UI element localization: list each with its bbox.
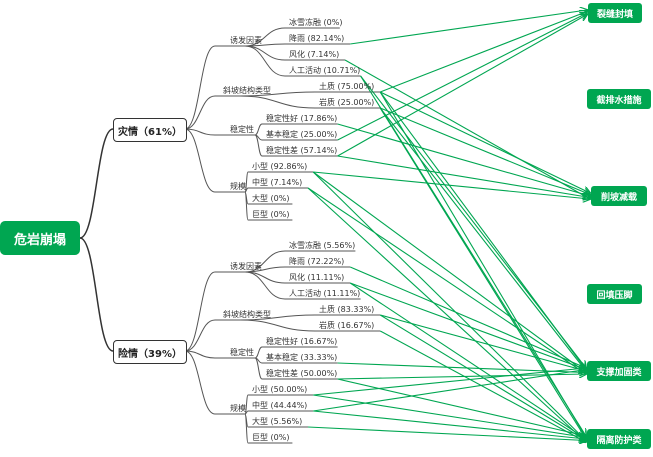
tree-connector — [239, 319, 316, 332]
leaf-node[interactable]: 巨型 (0%) — [252, 210, 290, 219]
tree-connector — [254, 346, 263, 359]
leaf-node[interactable]: 降雨 (82.14%) — [289, 34, 345, 43]
leaf-node[interactable]: 土质 (83.33%) — [319, 305, 375, 314]
target-node-6[interactable]: 隔离防护类 — [587, 429, 651, 449]
tree-connector — [244, 271, 286, 300]
root-node[interactable]: 危岩崩塌 — [0, 221, 80, 255]
leaf-node[interactable]: 冰雪冻融 (5.56%) — [289, 241, 356, 250]
tree-connector — [254, 123, 263, 136]
relation-arrow — [337, 378, 586, 436]
relation-arrow — [307, 426, 586, 441]
leaf-node[interactable]: 稳定性差 (57.14%) — [266, 146, 338, 155]
tree-connector — [184, 350, 216, 359]
relation-arrow — [379, 107, 590, 195]
target-node-2[interactable]: 截排水措施 — [587, 89, 651, 109]
relation-arrow — [337, 13, 587, 141]
category-node-A[interactable]: 灾情（61%） — [113, 118, 187, 142]
leaf-node[interactable]: 大型 (0%) — [252, 194, 290, 203]
relation-arrow — [380, 314, 586, 371]
leaf-node[interactable]: 土质 (75.00%) — [319, 82, 375, 91]
category-node-B[interactable]: 险情（39%） — [113, 340, 187, 364]
tree-connector — [184, 128, 216, 136]
relation-arrow — [312, 171, 586, 373]
relation-arrow — [313, 171, 590, 199]
leaf-node[interactable]: 人工活动 (11.11%) — [289, 289, 361, 298]
leaf-node[interactable]: 小型 (92.86%) — [252, 162, 308, 171]
tree-connector — [79, 128, 114, 239]
tree-connector — [244, 271, 286, 284]
leaf-node[interactable]: 风化 (7.14%) — [289, 50, 340, 59]
tree-connector — [184, 350, 216, 415]
relation-arrow — [349, 282, 586, 439]
relation-arrow — [313, 410, 586, 439]
tree-connector — [254, 134, 263, 157]
leaf-node[interactable]: 稳定性好 (16.67%) — [266, 337, 338, 346]
tree-connector — [184, 128, 216, 193]
leaf-node[interactable]: 岩质 (16.67%) — [319, 321, 375, 330]
leaf-node[interactable]: 降雨 (72.22%) — [289, 257, 345, 266]
tree-connector — [184, 271, 216, 352]
relation-arrow — [379, 314, 586, 441]
relation-arrow — [337, 123, 590, 196]
relation-arrow — [379, 91, 586, 438]
tree-connector — [244, 413, 249, 444]
target-node-5[interactable]: 支撑加固类 — [587, 361, 651, 381]
relation-arrow — [379, 107, 586, 371]
relation-arrow — [350, 10, 587, 45]
group-label: 稳定性 — [230, 348, 254, 357]
relation-arrow — [379, 330, 586, 442]
leaf-node[interactable]: 稳定性差 (50.00%) — [266, 369, 338, 378]
relation-arrow — [337, 15, 587, 157]
relation-arrow — [379, 91, 590, 193]
target-node-4[interactable]: 回填压脚 — [587, 284, 642, 304]
tree-connector — [244, 45, 286, 77]
leaf-node[interactable]: 大型 (5.56%) — [252, 417, 303, 426]
leaf-node[interactable]: 小型 (50.00%) — [252, 385, 308, 394]
tree-connector — [79, 237, 114, 352]
relation-arrow — [307, 187, 586, 442]
relation-arrow — [337, 155, 590, 198]
tree-connector — [254, 357, 263, 380]
group-label: 稳定性 — [230, 125, 254, 134]
tree-connector — [184, 45, 216, 130]
group-label: 斜坡结构类型 — [223, 86, 271, 95]
relation-arrow — [344, 59, 590, 199]
relation-arrow — [350, 282, 586, 370]
group-label: 诱发因素 — [230, 36, 262, 45]
leaf-node[interactable]: 基本稳定 (25.00%) — [266, 130, 338, 139]
relation-arrow — [337, 362, 586, 373]
leaf-node[interactable]: 中型 (44.44%) — [252, 401, 308, 410]
relation-arrow — [380, 12, 587, 93]
relation-arrow — [349, 266, 586, 368]
relation-arrow — [313, 394, 586, 438]
relation-arrow — [379, 91, 586, 370]
tree-connector — [239, 95, 316, 109]
group-label: 斜坡结构类型 — [223, 310, 271, 319]
relation-arrow — [312, 171, 586, 441]
leaf-node[interactable]: 稳定性好 (17.86%) — [266, 114, 338, 123]
relation-arrow — [313, 368, 586, 396]
leaf-node[interactable]: 中型 (7.14%) — [252, 178, 303, 187]
relation-arrow — [337, 374, 586, 380]
tree-connector — [184, 95, 216, 130]
group-label: 规模 — [230, 182, 246, 191]
leaf-node[interactable]: 人工活动 (10.71%) — [289, 66, 361, 75]
tree-connector — [244, 45, 286, 61]
relation-arrow — [307, 187, 586, 374]
leaf-node[interactable]: 巨型 (0%) — [252, 433, 290, 442]
leaf-node[interactable]: 风化 (11.11%) — [289, 273, 345, 282]
leaf-node[interactable]: 冰雪冻融 (0%) — [289, 18, 343, 27]
tree-connector — [184, 319, 216, 352]
group-label: 规模 — [230, 404, 246, 413]
leaf-node[interactable]: 岩质 (25.00%) — [319, 98, 375, 107]
relation-arrow — [379, 107, 586, 439]
target-node-3[interactable]: 削坡减载 — [591, 186, 647, 206]
group-label: 诱发因素 — [230, 262, 262, 271]
tree-connector — [244, 191, 249, 221]
leaf-node[interactable]: 基本稳定 (33.33%) — [266, 353, 338, 362]
target-node-1[interactable]: 裂缝封填 — [588, 3, 642, 23]
relation-arrow — [313, 370, 586, 412]
